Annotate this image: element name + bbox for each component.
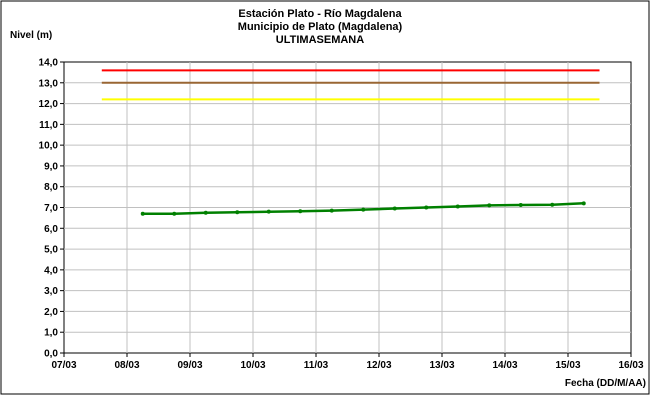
x-tick-label: 14/03: [492, 360, 517, 371]
grid-layer: [64, 62, 631, 353]
data-point: [203, 210, 208, 215]
x-tick-label: 09/03: [177, 360, 202, 371]
data-point: [298, 209, 303, 214]
y-tick-label: 11,0: [39, 120, 58, 131]
data-point: [581, 201, 586, 206]
x-axis-title: Fecha (DD/M/AA): [565, 378, 646, 389]
threshold-layer: [101, 69, 600, 101]
x-tick-label: 13/03: [429, 360, 454, 371]
chart-title-line-1: Estación Plato - Río Magdalena: [238, 8, 402, 20]
data-point: [172, 211, 177, 216]
data-point: [518, 203, 523, 208]
series-layer: [140, 201, 586, 216]
y-tick-label: 12,0: [39, 99, 59, 110]
y-tick-label: 6,0: [44, 224, 58, 235]
x-tick-label: 16/03: [618, 360, 643, 371]
data-point: [235, 210, 240, 215]
data-point: [550, 202, 555, 207]
y-tick-label: 7,0: [44, 203, 58, 214]
chart-title-line-2: Municipio de Plato (Magdalena): [238, 21, 403, 33]
data-point: [424, 205, 429, 210]
y-tick-label: 5,0: [44, 245, 58, 256]
x-tick-label: 07/03: [51, 360, 76, 371]
data-point: [487, 203, 492, 208]
y-tick-label: 10,0: [39, 141, 59, 152]
tick-layer: 0,0 1,0 2,0 3,0 4,0 5,0 6,0 7,0 8,0 9,0 10,0 11,0 12…: [39, 58, 644, 372]
x-tick-label: 10/03: [240, 360, 265, 371]
y-tick-label: 13,0: [39, 78, 59, 89]
x-tick-label: 11/03: [304, 360, 329, 371]
y-tick-label: 9,0: [44, 161, 58, 172]
data-point: [392, 206, 397, 211]
y-tick-label: 14,0: [39, 58, 59, 69]
y-axis-title: Nivel (m): [10, 30, 52, 41]
x-tick-label: 12/03: [366, 360, 391, 371]
y-tick-label: 3,0: [44, 286, 58, 297]
y-tick-label: 8,0: [44, 182, 58, 193]
y-tick-label: 0,0: [44, 349, 58, 360]
y-tick-label: 4,0: [44, 265, 58, 276]
data-point: [361, 207, 366, 212]
chart-title-line-3: ULTIMASEMANA: [276, 34, 364, 46]
data-point: [455, 204, 460, 209]
data-point: [140, 211, 145, 216]
x-tick-label: 08/03: [114, 360, 139, 371]
y-tick-label: 1,0: [44, 328, 58, 339]
x-tick-label: 15/03: [555, 360, 580, 371]
data-point: [266, 209, 271, 214]
data-point: [329, 208, 334, 213]
y-tick-label: 2,0: [44, 307, 58, 318]
